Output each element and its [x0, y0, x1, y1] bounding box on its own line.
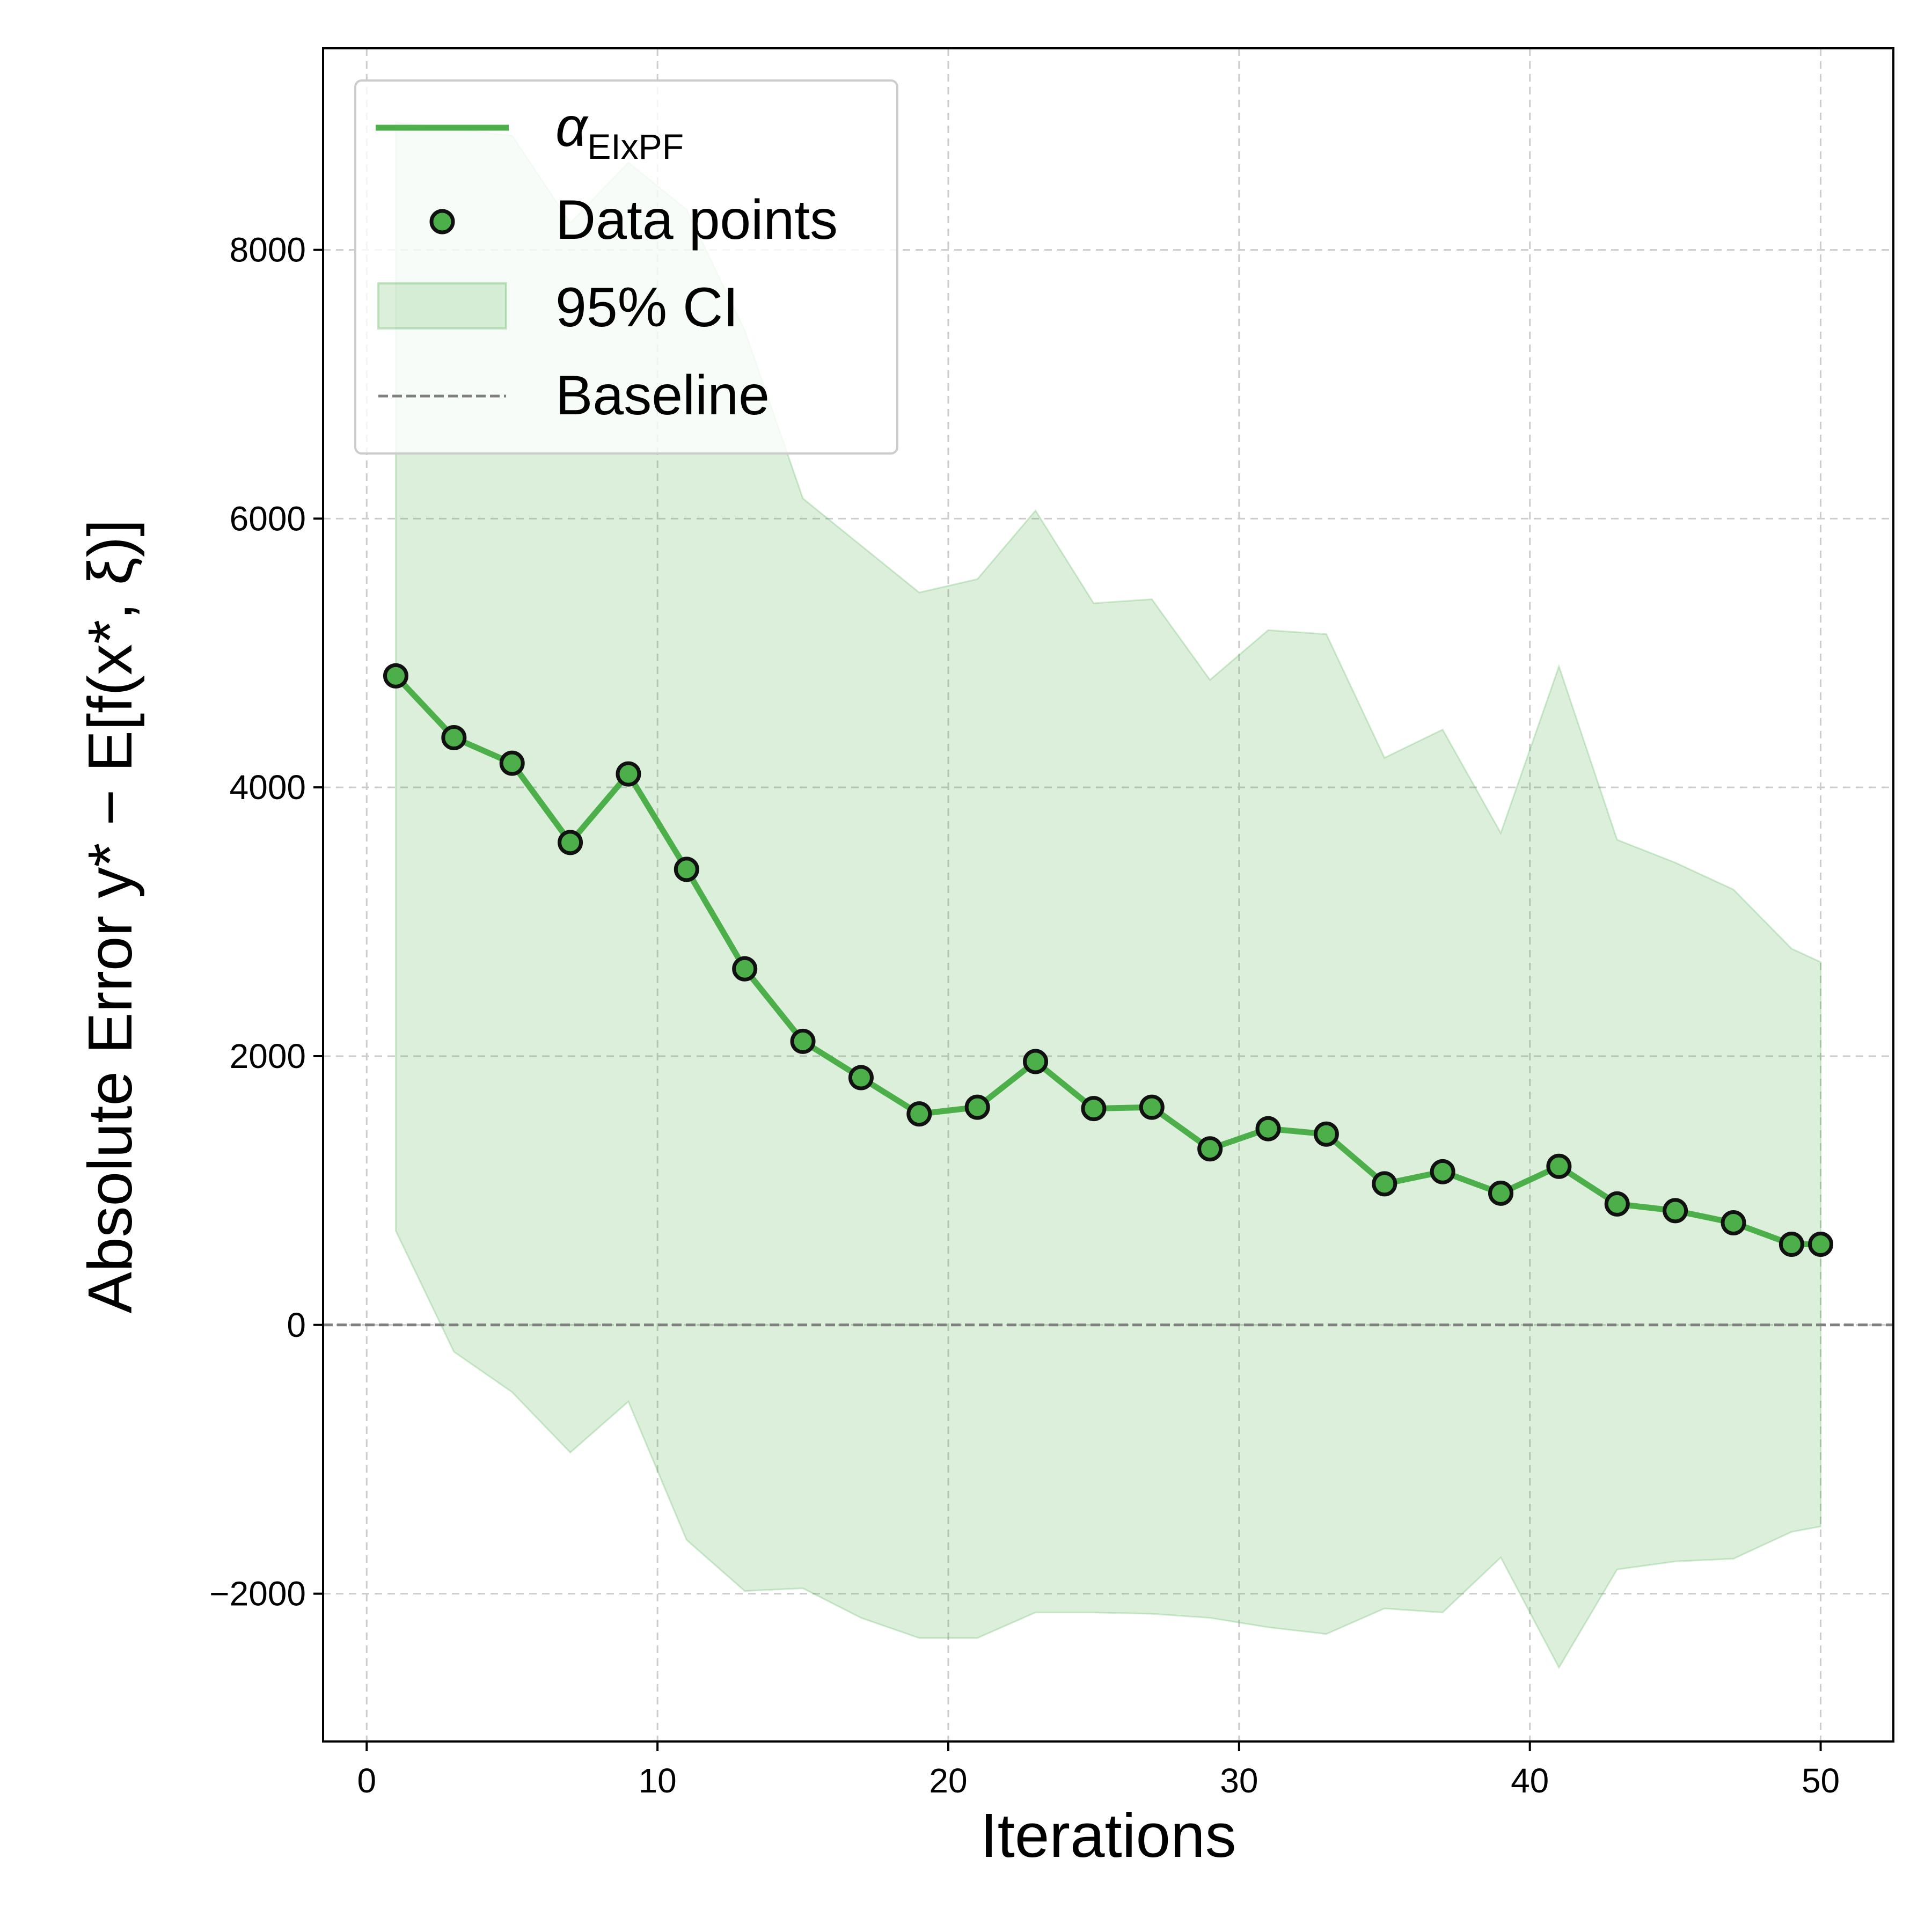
- data-point: [1779, 1232, 1804, 1257]
- legend-alpha-symbol: α: [555, 96, 589, 158]
- data-point: [1372, 1171, 1397, 1197]
- plot-area: [323, 121, 1893, 1670]
- data-point: [1139, 1094, 1165, 1120]
- data-point: [1488, 1180, 1513, 1206]
- data-point: [674, 857, 699, 882]
- legend-series-subscript: EIxPF: [587, 127, 684, 166]
- data-points: [383, 663, 1834, 1257]
- y-tick-label: 6000: [230, 499, 306, 538]
- y-tick-label: 4000: [230, 768, 306, 807]
- x-axis-label: Iterations: [980, 1801, 1236, 1870]
- y-tick-label: −2000: [209, 1575, 306, 1613]
- data-point: [848, 1065, 874, 1091]
- data-point: [499, 750, 525, 776]
- data-point: [1546, 1153, 1572, 1179]
- y-axis-label: Absolute Error y* − E[f(x*, ξ)]: [75, 519, 145, 1314]
- data-point: [906, 1101, 932, 1127]
- legend-points-label: Data points: [555, 189, 838, 251]
- data-point: [1313, 1121, 1339, 1147]
- legend: αEIxPF Data points 95% CI Baseline: [354, 79, 898, 455]
- data-point: [441, 725, 467, 751]
- data-point: [1023, 1049, 1049, 1074]
- x-axis-ticks: 0 10 20 30 40 50: [357, 1741, 1840, 1800]
- legend-box: [354, 79, 898, 455]
- data-point: [1430, 1159, 1455, 1184]
- data-point: [1721, 1210, 1746, 1235]
- legend-ci-swatch: [377, 282, 507, 330]
- data-point: [1663, 1198, 1688, 1224]
- legend-baseline-label: Baseline: [555, 364, 770, 427]
- data-point: [1081, 1096, 1107, 1122]
- legend-series-label: αEIxPF: [555, 96, 684, 166]
- x-tick-label: 40: [1511, 1761, 1549, 1800]
- y-tick-label: 0: [287, 1306, 306, 1344]
- y-axis-ticks: −2000 0 2000 4000 6000 8000: [209, 231, 323, 1613]
- data-point: [1255, 1116, 1281, 1141]
- data-point: [964, 1094, 990, 1120]
- y-tick-label: 2000: [230, 1037, 306, 1075]
- data-point: [383, 663, 408, 689]
- x-tick-label: 10: [639, 1761, 677, 1800]
- y-tick-label: 8000: [230, 231, 306, 269]
- x-tick-label: 30: [1220, 1761, 1258, 1800]
- legend-point-swatch: [429, 209, 455, 235]
- data-point: [1604, 1191, 1630, 1217]
- confidence-interval-band: [395, 121, 1821, 1670]
- data-point: [1808, 1232, 1834, 1257]
- x-tick-label: 20: [929, 1761, 967, 1800]
- data-point: [732, 956, 758, 982]
- data-point: [1197, 1136, 1223, 1162]
- axes-frame: [322, 47, 1894, 1743]
- x-tick-label: 0: [357, 1761, 376, 1800]
- x-tick-label: 50: [1802, 1761, 1840, 1800]
- data-point: [558, 830, 583, 855]
- data-point: [790, 1028, 816, 1054]
- legend-ci-label: 95% CI: [555, 276, 738, 339]
- data-point: [616, 761, 641, 787]
